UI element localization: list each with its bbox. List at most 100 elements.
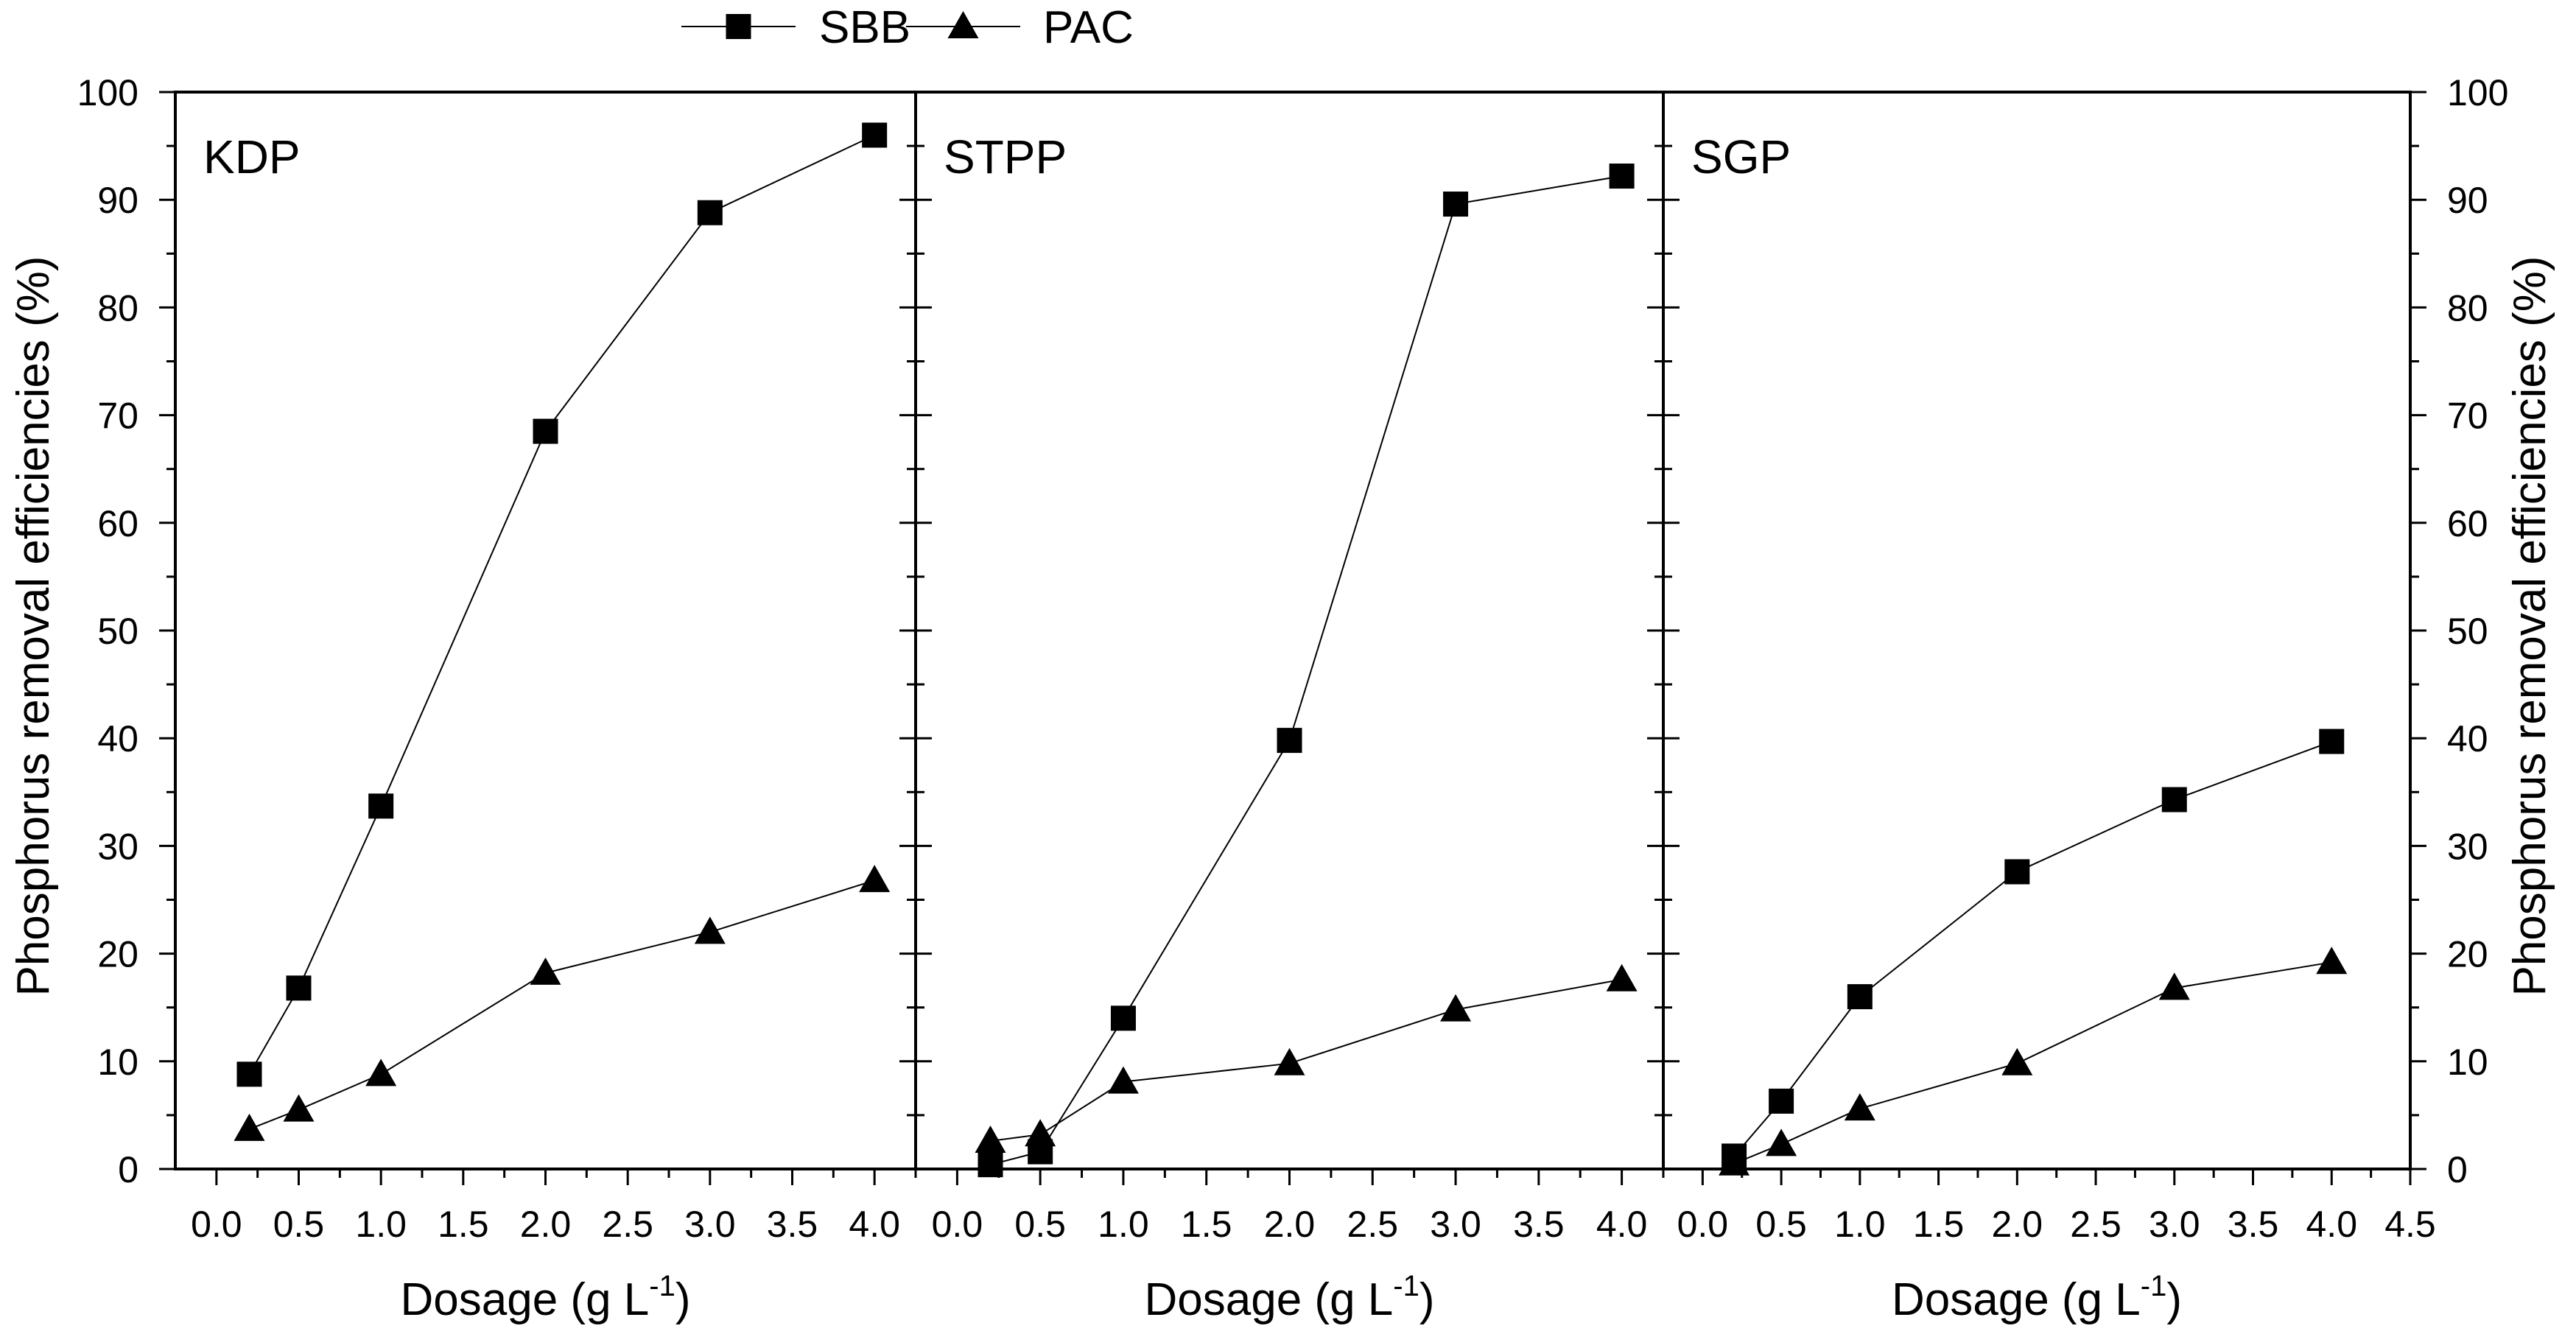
legend-item-sbb: SBB	[681, 2, 910, 53]
y-tick-label-left: 90	[97, 180, 138, 221]
series-pac	[234, 865, 891, 1141]
series-pac	[975, 963, 1638, 1153]
y-tick-label-right: 30	[2447, 826, 2488, 867]
x-tick-label: 3.0	[1430, 1204, 1481, 1245]
x-tick-label: 2.5	[1347, 1204, 1399, 1245]
y-tick-label-left: 60	[97, 503, 138, 544]
data-point-pac	[1719, 1148, 1750, 1176]
x-tick-label: 1.5	[438, 1204, 489, 1245]
x-axis-label: Dosage (g L-1)	[1145, 1270, 1435, 1325]
y-tick-label-right: 20	[2447, 934, 2488, 975]
y-tick-label-right: 100	[2447, 72, 2508, 113]
x-tick-label: 1.0	[1834, 1204, 1886, 1245]
y-tick-label-right: 10	[2447, 1042, 2488, 1083]
x-tick-label: 2.5	[2070, 1204, 2121, 1245]
data-point-pac	[1844, 1093, 1875, 1121]
panel-stpp: 0.0 0.5 1.0 1.5 2.0 2.5 3.0 3.5 4.0 STPP Dosage (g…	[914, 91, 1665, 1325]
y-tick-label-left: 70	[97, 396, 138, 437]
x-tick-label: 3.0	[2149, 1204, 2200, 1245]
data-point-sbb	[286, 975, 312, 1001]
data-point-sbb	[1609, 164, 1635, 189]
data-point-sbb	[2319, 729, 2345, 754]
legend: SBB PAC	[681, 2, 1134, 53]
x-tick-label: 1.5	[1181, 1204, 1232, 1245]
y-axis-label-left: Phosphorus removal efficiencies (%)	[8, 256, 59, 996]
data-point-sbb	[2161, 787, 2187, 812]
series-line-pac	[249, 880, 875, 1130]
x-axis-label: Dosage (g L-1)	[401, 1270, 691, 1325]
data-point-sbb	[368, 793, 394, 819]
series-line-sbb	[248, 134, 875, 1075]
x-tick-label: 4.5	[2384, 1204, 2436, 1245]
series-line-sbb	[990, 175, 1622, 1166]
x-tick-label: 3.5	[2228, 1204, 2279, 1245]
data-point-pac	[2316, 947, 2348, 975]
x-tick-label: 0.0	[1677, 1204, 1729, 1245]
x-tick-label: 0.5	[1755, 1204, 1807, 1245]
data-point-sbb	[978, 1152, 1003, 1178]
legend-marker-square	[726, 14, 751, 39]
series-line-pac	[1733, 961, 2332, 1165]
legend-item-pac: PAC	[906, 2, 1134, 53]
data-point-pac	[1107, 1066, 1139, 1094]
x-tick-label: 3.5	[1513, 1204, 1565, 1245]
series-line-sbb	[1733, 740, 2332, 1157]
data-point-sbb	[1847, 984, 1873, 1010]
y-tick-label-right: 60	[2447, 503, 2488, 544]
y-tick-label-left: 30	[97, 826, 138, 867]
y-tick-label-left: 80	[97, 287, 138, 329]
panel-sgp: 0.0 0.5 1.0 1.5 2.0 2.5 3.0 3.5 4.0 4.5 0 10 20 30 40 5…	[1662, 72, 2508, 1325]
panel-label: STPP	[944, 130, 1067, 183]
x-tick-label: 2.0	[1992, 1204, 2043, 1245]
y-tick-label-left: 0	[118, 1149, 138, 1190]
data-point-pac	[234, 1113, 265, 1141]
series-pac	[1719, 947, 2348, 1176]
data-point-pac	[365, 1059, 397, 1086]
y-tick-label-right: 80	[2447, 287, 2488, 329]
x-tick-label: 3.5	[767, 1204, 818, 1245]
data-point-pac	[1025, 1119, 1056, 1147]
data-point-sbb	[1443, 192, 1469, 217]
data-point-pac	[1766, 1128, 1797, 1156]
y-tick-label-right: 0	[2447, 1149, 2468, 1190]
y-tick-label-left: 100	[77, 72, 138, 113]
y-tick-label-left: 20	[97, 934, 138, 975]
y-tick-label-right: 40	[2447, 718, 2488, 759]
y-tick-label-right: 70	[2447, 396, 2488, 437]
data-point-pac	[530, 957, 561, 985]
series-sbb	[978, 164, 1635, 1178]
series-line-pac	[990, 978, 1622, 1142]
x-tick-label: 1.0	[355, 1204, 407, 1245]
x-tick-label: 2.0	[520, 1204, 572, 1245]
x-tick-label: 0.5	[273, 1204, 325, 1245]
plot-frame	[174, 91, 917, 1170]
x-tick-label: 4.0	[1596, 1204, 1648, 1245]
x-tick-label: 0.5	[1014, 1204, 1066, 1245]
series-sbb	[1722, 729, 2345, 1169]
x-tick-label: 0.0	[932, 1204, 983, 1245]
panels: 0.0 0.5 1.0 1.5 2.0 2.5 3.0 3.5 4.0 0 10 20 30 40 50 60…	[77, 72, 2509, 1325]
panel-kdp: 0.0 0.5 1.0 1.5 2.0 2.5 3.0 3.5 4.0 0 10 20 30 40 50 60…	[77, 72, 917, 1325]
data-point-sbb	[862, 122, 888, 148]
data-point-sbb	[1277, 728, 1302, 754]
data-point-pac	[2158, 972, 2190, 1000]
data-point-pac	[975, 1125, 1006, 1153]
data-point-pac	[1440, 994, 1472, 1022]
x-tick-label: 0.0	[191, 1204, 242, 1245]
x-tick-label: 4.0	[2306, 1204, 2358, 1245]
y-axis-label-right: Phosphorus removal efficiencies (%)	[2505, 256, 2555, 996]
data-point-sbb	[1769, 1088, 1794, 1114]
x-tick-label: 2.5	[602, 1204, 653, 1245]
x-tick-label: 1.0	[1098, 1204, 1149, 1245]
legend-marker-triangle	[947, 11, 979, 38]
data-point-pac	[283, 1094, 315, 1122]
data-point-pac	[2001, 1047, 2033, 1075]
data-point-sbb	[1110, 1005, 1136, 1031]
data-point-pac	[1274, 1047, 1305, 1075]
data-point-sbb	[236, 1061, 262, 1087]
data-point-sbb	[697, 200, 723, 225]
y-tick-label-left: 40	[97, 718, 138, 759]
panel-label: KDP	[203, 130, 301, 183]
y-tick-label-right: 50	[2447, 611, 2488, 652]
